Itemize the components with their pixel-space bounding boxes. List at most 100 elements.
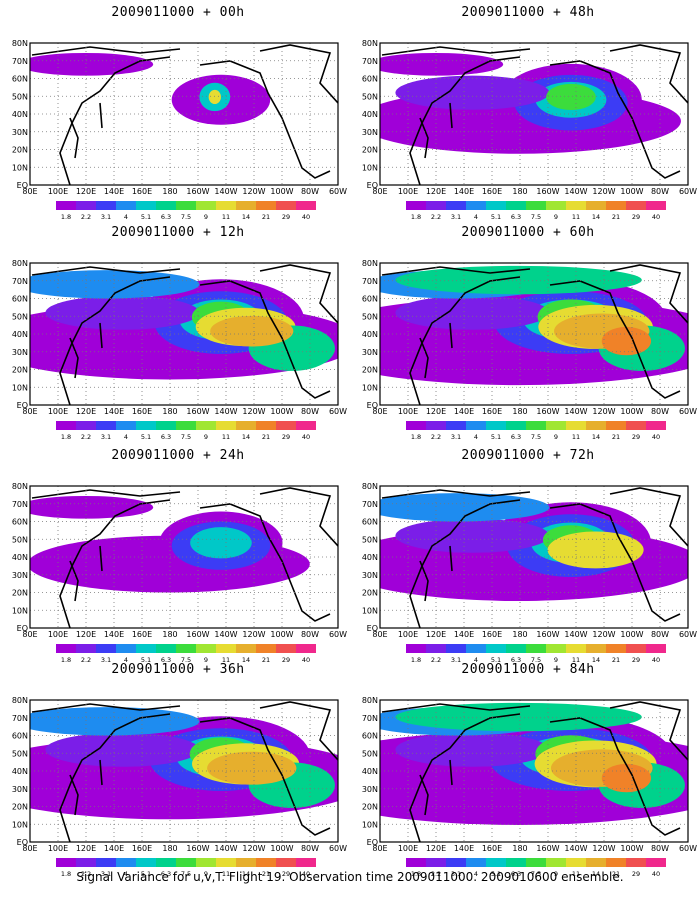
colorbar-swatch <box>606 858 626 867</box>
colorbar-label: 29 <box>282 213 290 220</box>
coastline <box>31 264 338 405</box>
forecast-panel: 80E 100E 120E 140E 160E 180 160W 140W 120W 100W 80… <box>8 225 348 440</box>
colorbar-label: 14 <box>242 656 250 663</box>
lon-tick-label: 120E <box>426 630 446 639</box>
variance-contour <box>546 83 596 111</box>
lon-tick-label: 180 <box>512 630 527 639</box>
forecast-panel: 80E 100E 120E 140E 160E 180 160W 140W 120W 100W 80… <box>8 5 348 220</box>
colorbar-swatch <box>136 201 156 210</box>
variance-contour <box>30 270 200 299</box>
variance-contour <box>395 518 550 553</box>
lat-tick-label: 60N <box>362 518 378 527</box>
colorbar-label: 3.1 <box>451 656 461 663</box>
lon-tick-label: 160W <box>186 630 209 639</box>
colorbar-swatch <box>276 421 296 430</box>
lon-tick-label: 80E <box>372 630 387 639</box>
colorbar-label: 9 <box>204 433 208 440</box>
lat-tick-label: 10N <box>362 163 378 172</box>
lat-tick-label: 60N <box>362 75 378 84</box>
lon-tick-label: 100W <box>620 844 643 853</box>
colorbar-label: 2.2 <box>81 870 91 877</box>
lon-tick-label: 140W <box>564 407 587 416</box>
lon-tick-label: 80E <box>372 844 387 853</box>
colorbar-label: 11 <box>222 656 230 663</box>
colorbar-label: 3.1 <box>101 433 111 440</box>
lat-tick-label: 30N <box>362 348 378 357</box>
colorbar-swatch <box>506 201 526 210</box>
colorbar-label: 6.3 <box>161 213 171 220</box>
colorbar-swatch <box>136 858 156 867</box>
colorbar-label: 3.1 <box>101 870 111 877</box>
lon-tick-label: 160E <box>132 187 152 196</box>
colorbar-label: 1.8 <box>411 433 421 440</box>
lon-tick-label: 80E <box>22 187 37 196</box>
panel-title: 2009011000 + 24h <box>111 448 245 463</box>
colorbar-swatch <box>486 644 506 653</box>
colorbar-swatch <box>96 644 116 653</box>
lat-tick-label: EQ <box>367 181 378 190</box>
lon-tick-label: 100W <box>270 407 293 416</box>
colorbar-label: 40 <box>302 870 310 877</box>
panel-title: 2009011000 + 36h <box>111 662 245 677</box>
lon-tick-label: 120W <box>242 187 265 196</box>
map-plot: 80E 100E 120E 140E 160E 180 160W 140W 120W 100W 80… <box>362 696 697 877</box>
lon-tick-label: 140E <box>454 407 474 416</box>
lon-tick-label: 180 <box>512 187 527 196</box>
colorbar-label: 4 <box>474 656 478 663</box>
colorbar-label: 3.1 <box>101 656 111 663</box>
lon-tick-label: 160W <box>536 407 559 416</box>
colorbar-label: 7.5 <box>531 870 541 877</box>
variance-contour <box>395 265 642 295</box>
lat-tick-label: EQ <box>367 401 378 410</box>
colorbar-label: 29 <box>632 433 640 440</box>
panel-title: 2009011000 + 72h <box>461 448 595 463</box>
lat-tick-label: 70N <box>12 500 28 509</box>
colorbar-swatch <box>156 644 176 653</box>
colorbar-swatch <box>606 421 626 430</box>
colorbar-label: 2.2 <box>81 433 91 440</box>
lat-tick-label: 70N <box>12 277 28 286</box>
lon-tick-label: 80W <box>301 844 319 853</box>
colorbar-swatch <box>216 644 236 653</box>
colorbar-swatch <box>116 644 136 653</box>
colorbar-swatch <box>606 201 626 210</box>
lat-tick-label: 20N <box>362 803 378 812</box>
colorbar-swatch <box>196 858 216 867</box>
panel-title: 2009011000 + 48h <box>461 5 595 20</box>
lat-tick-label: 50N <box>12 312 28 321</box>
map-plot: 80E 100E 120E 140E 160E 180 160W 140W 120W 100W 80… <box>12 39 347 220</box>
lon-tick-label: 160E <box>482 844 502 853</box>
lon-tick-label: 80W <box>651 630 669 639</box>
colorbar-swatch <box>406 421 426 430</box>
colorbar-label: 2.2 <box>431 213 441 220</box>
lat-tick-label: 30N <box>362 128 378 137</box>
colorbar-label: 3.1 <box>101 213 111 220</box>
colorbar-label: 3.1 <box>451 870 461 877</box>
colorbar-label: 21 <box>262 213 270 220</box>
lat-tick-label: 80N <box>362 259 378 268</box>
lon-tick-label: 100W <box>620 187 643 196</box>
lon-tick-label: 120E <box>426 187 446 196</box>
lon-tick-label: 120E <box>426 844 446 853</box>
forecast-panel: 80E 100E 120E 140E 160E 180 160W 140W 120W 100W 80… <box>358 448 698 663</box>
coastline <box>31 701 338 842</box>
colorbar-swatch <box>426 858 446 867</box>
lat-tick-label: 80N <box>362 482 378 491</box>
lon-tick-label: 120W <box>242 844 265 853</box>
lat-tick-label: 80N <box>12 259 28 268</box>
lat-tick-label: 50N <box>12 92 28 101</box>
colorbar-swatch <box>526 644 546 653</box>
colorbar-label: 2.2 <box>81 213 91 220</box>
colorbar-label: 14 <box>592 656 600 663</box>
colorbar-swatch <box>446 858 466 867</box>
lon-tick-label: 80W <box>651 844 669 853</box>
colorbar-swatch <box>176 421 196 430</box>
coastline <box>381 487 688 628</box>
colorbar-label: 11 <box>572 870 580 877</box>
variance-contour <box>395 295 550 330</box>
variance-contour <box>30 707 200 736</box>
colorbar-swatch <box>256 201 276 210</box>
colorbar-label: 2.2 <box>431 870 441 877</box>
lon-tick-label: 100E <box>48 630 68 639</box>
colorbar-swatch <box>606 644 626 653</box>
